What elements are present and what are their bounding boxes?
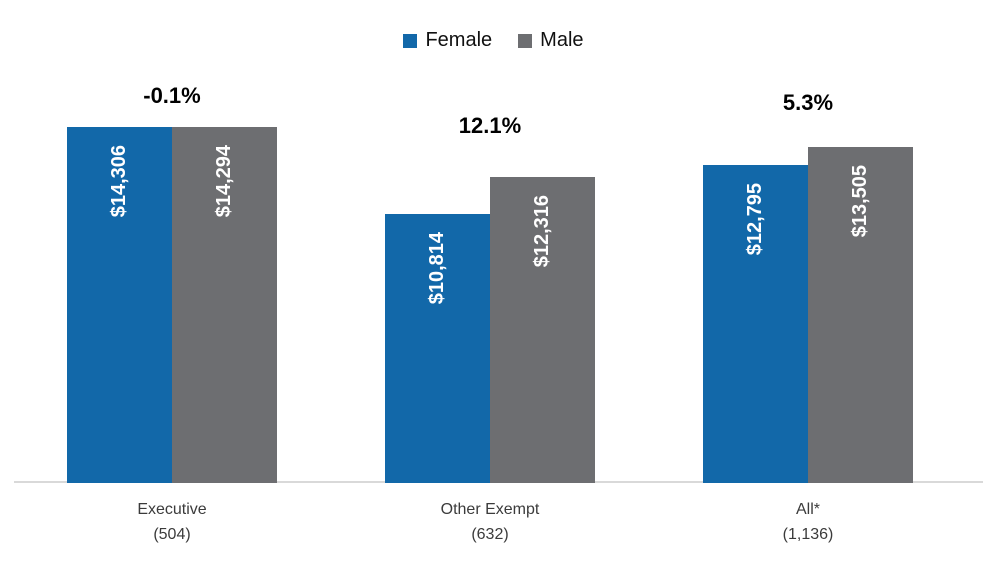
female-swatch-icon [403, 33, 418, 48]
bar-female-all: $12,795 [703, 165, 808, 483]
bar-pair: $10,814 $12,316 [385, 177, 595, 483]
bar-value-label: $14,306 [108, 145, 130, 218]
gap-percent-label: 5.3% [782, 90, 834, 115]
category-count: (1,136) [782, 526, 834, 543]
bar-female-other-exempt: $10,814 [385, 214, 490, 483]
category-count: (504) [153, 526, 191, 543]
legend-label-female: Female [425, 29, 493, 51]
bar-male-executive: $14,294 [172, 127, 277, 483]
legend: Female Male [0, 29, 987, 52]
legend-item-female: Female [403, 29, 492, 52]
bar-value-label: $14,294 [213, 145, 235, 218]
category-count: (632) [471, 526, 509, 543]
bar-male-other-exempt: $12,316 [490, 177, 595, 483]
bar-group-executive: -0.1% $14,306 $14,294 Executive (504) [67, 0, 277, 571]
gap-percent-label: 12.1% [458, 113, 522, 138]
bar-group-all: 5.3% $12,795 $13,505 All* (1,136) [703, 0, 913, 571]
category-label-other-exempt: Other Exempt (632) [385, 497, 595, 547]
bar-value-label: $12,316 [531, 195, 553, 268]
category-name: Executive [137, 501, 207, 518]
bar-female-executive: $14,306 [67, 127, 172, 483]
bar-value-label: $12,795 [744, 183, 766, 256]
bar-male-all: $13,505 [808, 147, 913, 483]
bar-pair: $14,306 $14,294 [67, 127, 277, 483]
category-label-executive: Executive (504) [67, 497, 277, 547]
category-name: Other Exempt [440, 501, 540, 518]
male-swatch-icon [518, 33, 533, 48]
category-label-all: All* (1,136) [703, 497, 913, 547]
bar-value-label: $13,505 [849, 165, 871, 238]
legend-item-male: Male [518, 29, 584, 52]
bar-pair: $12,795 $13,505 [703, 147, 913, 483]
category-name: All* [795, 501, 820, 518]
legend-label-male: Male [540, 29, 584, 51]
bar-group-other-exempt: 12.1% $10,814 $12,316 Other Exempt (632) [385, 0, 595, 571]
bar-value-label: $10,814 [426, 232, 448, 305]
gap-percent-label: -0.1% [143, 83, 201, 108]
